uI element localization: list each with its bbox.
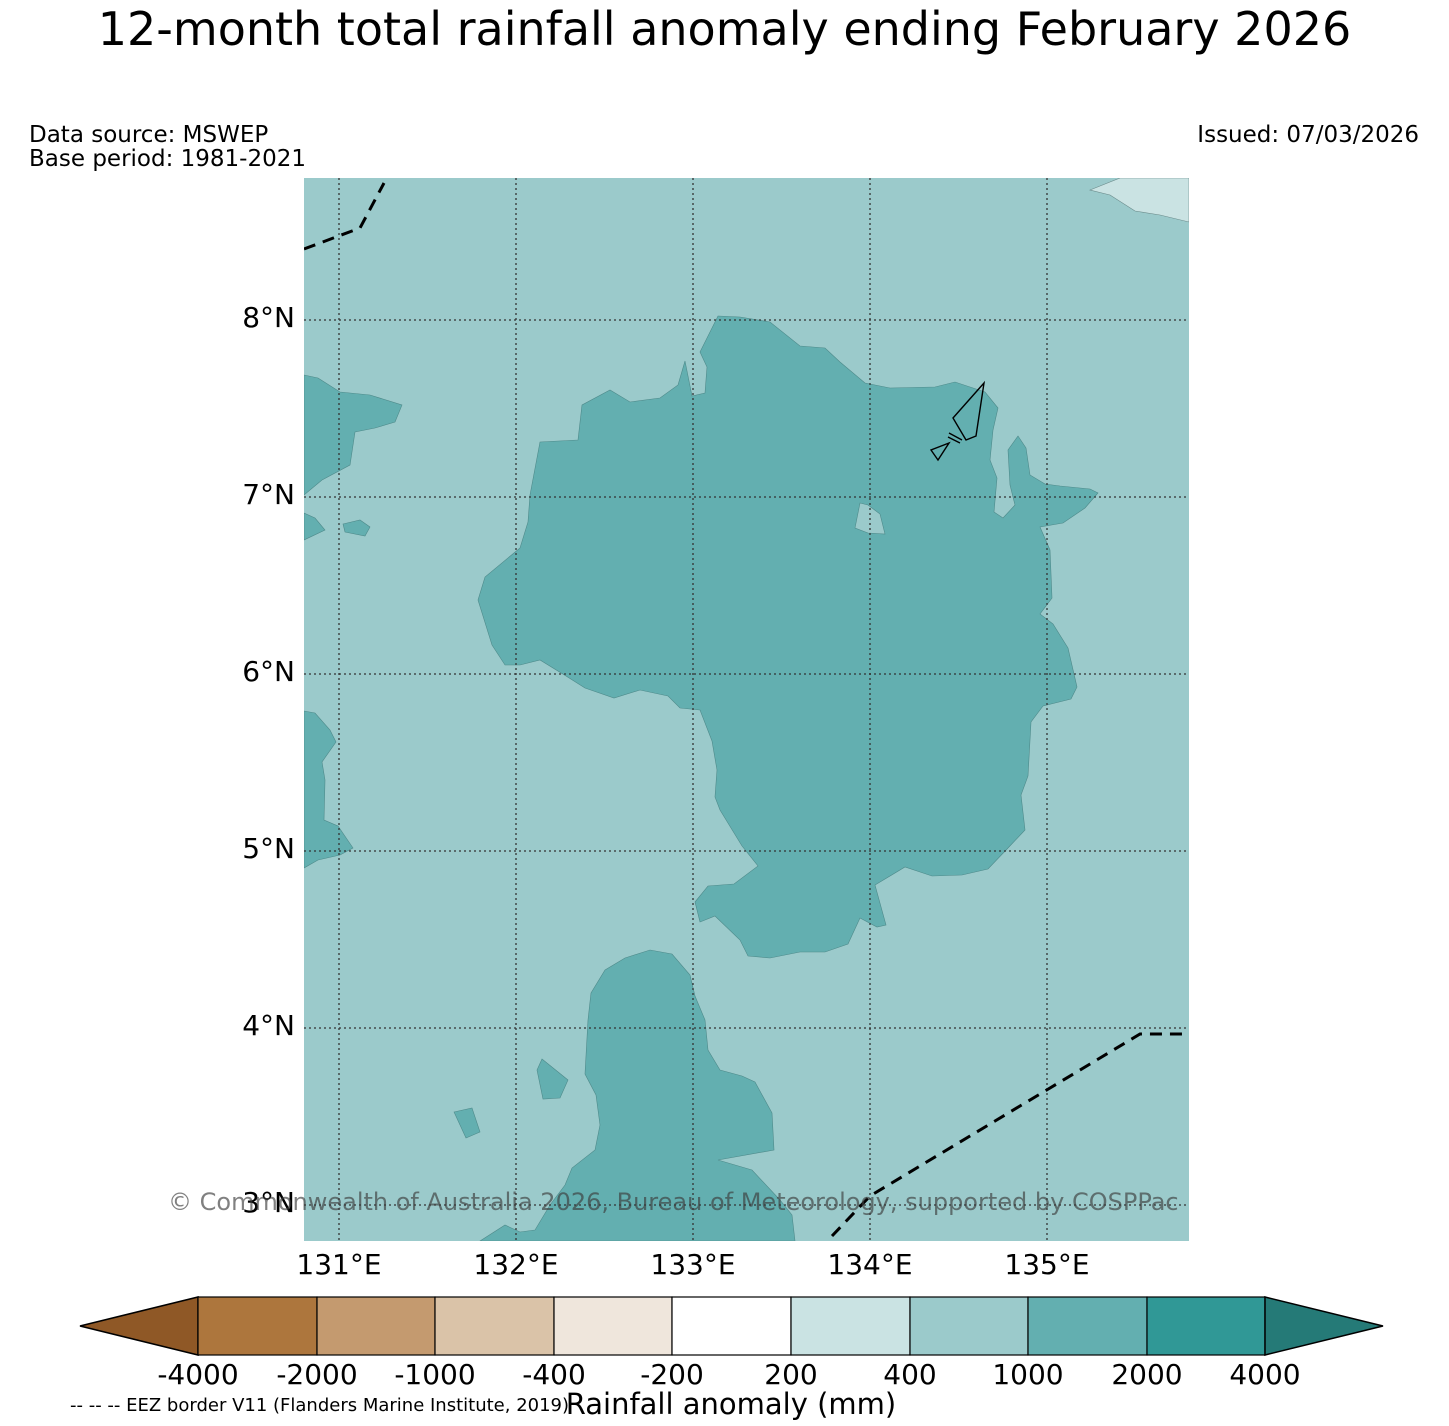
lon-label-132e: 132°E — [473, 1248, 559, 1281]
map-title: 12-month total rainfall anomaly ending F… — [97, 2, 1352, 56]
issued-date-label: Issued: 07/03/2026 — [1197, 122, 1419, 148]
lon-label-135e: 135°E — [1004, 1248, 1090, 1281]
colorbar-bin-1 — [197, 1296, 318, 1356]
colorbar — [79, 1296, 1384, 1356]
colorbar-bin-4 — [553, 1296, 673, 1356]
island-outline-2 — [929, 432, 963, 462]
colorbar-tick-label: 200 — [764, 1358, 818, 1391]
lat-label-6n: 6°N — [242, 655, 295, 688]
colorbar-title: Rainfall anomaly (mm) — [565, 1387, 897, 1421]
high-anomaly-region-south-islet-1 — [536, 1058, 569, 1100]
colorbar-tick-label: -2000 — [276, 1358, 358, 1391]
high-anomaly-region-central — [477, 315, 1099, 959]
data-source-label: Data source: MSWEP — [29, 122, 269, 148]
colorbar-tick-label: -400 — [522, 1358, 586, 1391]
copyright-notice: © Commonwealth of Australia 2026, Bureau… — [168, 1188, 1179, 1216]
high-anomaly-region-south-islet-2 — [453, 1107, 481, 1139]
lon-label-134e: 134°E — [827, 1248, 913, 1281]
light-anomaly-region-northeast — [1089, 178, 1189, 223]
colorbar-bin-3 — [434, 1296, 555, 1356]
colorbar-bin-8 — [1027, 1296, 1148, 1356]
colorbar-tick-label: -1000 — [394, 1358, 476, 1391]
colorbar-bin-2 — [316, 1296, 436, 1356]
colorbar-extend-low — [79, 1296, 199, 1356]
lat-label-8n: 8°N — [242, 301, 295, 334]
colorbar-tick-label: -200 — [640, 1358, 704, 1391]
colorbar-bin-9 — [1146, 1296, 1266, 1356]
colorbar-tick-label: 400 — [883, 1358, 937, 1391]
high-anomaly-region-west-2 — [304, 512, 326, 541]
lon-label-133e: 133°E — [650, 1248, 736, 1281]
base-period-label: Base period: 1981-2021 — [29, 146, 307, 172]
lat-label-5n: 5°N — [242, 832, 295, 865]
eez-border-southeast — [830, 1032, 1189, 1238]
colorbar-bin-6 — [790, 1296, 911, 1356]
colorbar-tick-label: 2000 — [1111, 1358, 1183, 1391]
high-anomaly-region-west-4 — [304, 710, 354, 869]
lat-label-4n: 4°N — [242, 1009, 295, 1042]
colorbar-tick-label: -4000 — [157, 1358, 239, 1391]
high-anomaly-region-west-1 — [304, 374, 403, 496]
lat-label-3n: 3°N — [242, 1186, 295, 1219]
graticule — [304, 178, 1189, 1241]
eez-border-note: -- -- -- EEZ border V11 (Flanders Marine… — [70, 1395, 570, 1416]
lon-label-131e: 131°E — [296, 1248, 382, 1281]
colorbar-bin-5 — [671, 1296, 792, 1356]
colorbar-bin-7 — [909, 1296, 1029, 1356]
colorbar-tick-label: 4000 — [1229, 1358, 1301, 1391]
map-area — [304, 178, 1189, 1241]
high-anomaly-region-west-3 — [342, 519, 371, 537]
colorbar-tick-label: 1000 — [992, 1358, 1064, 1391]
island-outline-1 — [952, 380, 986, 441]
high-anomaly-region-south — [479, 949, 796, 1241]
lat-label-7n: 7°N — [242, 478, 295, 511]
colorbar-extend-high — [1264, 1296, 1384, 1356]
